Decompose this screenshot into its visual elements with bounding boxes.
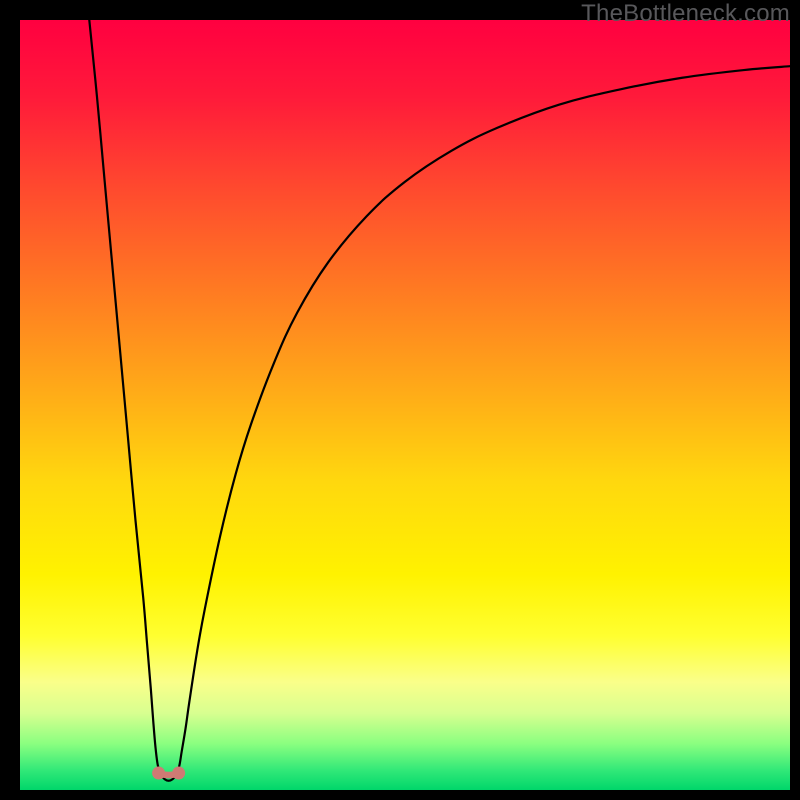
chart-container: TheBottleneck.com <box>0 0 800 800</box>
gradient-background <box>20 20 790 790</box>
chart-svg <box>20 20 790 790</box>
plot-area <box>20 20 790 790</box>
bottom-marker-0 <box>152 767 165 780</box>
watermark-text: TheBottleneck.com <box>581 0 790 28</box>
bottom-marker-1 <box>172 767 185 780</box>
